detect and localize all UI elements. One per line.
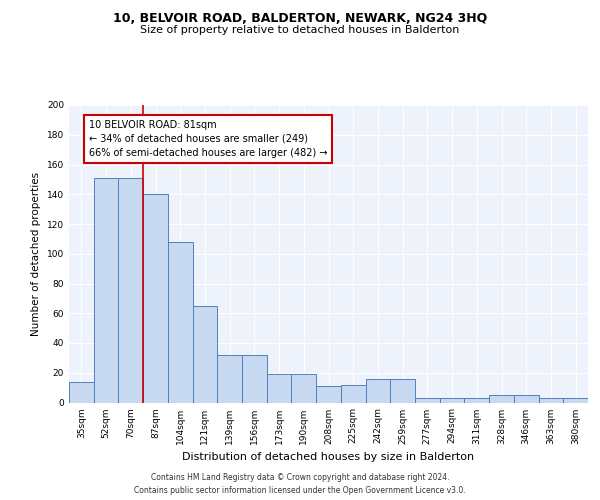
Bar [292,374,316,402]
Text: 10 BELVOIR ROAD: 81sqm
← 34% of detached houses are smaller (249)
66% of semi-de: 10 BELVOIR ROAD: 81sqm ← 34% of detached… [89,120,327,158]
Bar [217,355,242,403]
Bar [316,386,341,402]
Text: 10, BELVOIR ROAD, BALDERTON, NEWARK, NG24 3HQ: 10, BELVOIR ROAD, BALDERTON, NEWARK, NG2… [113,12,487,26]
Bar [390,378,415,402]
X-axis label: Distribution of detached houses by size in Balderton: Distribution of detached houses by size … [182,452,475,462]
Bar [440,398,464,402]
Bar [168,242,193,402]
Text: Contains HM Land Registry data © Crown copyright and database right 2024.
Contai: Contains HM Land Registry data © Crown c… [134,473,466,495]
Bar [69,382,94,402]
Bar [94,178,118,402]
Bar [563,398,588,402]
Bar [489,395,514,402]
Text: Size of property relative to detached houses in Balderton: Size of property relative to detached ho… [140,25,460,35]
Bar [415,398,440,402]
Bar [267,374,292,402]
Bar [242,355,267,403]
Bar [365,378,390,402]
Bar [341,384,365,402]
Bar [514,395,539,402]
Bar [118,178,143,402]
Bar [539,398,563,402]
Y-axis label: Number of detached properties: Number of detached properties [31,172,41,336]
Bar [193,306,217,402]
Bar [143,194,168,402]
Bar [464,398,489,402]
